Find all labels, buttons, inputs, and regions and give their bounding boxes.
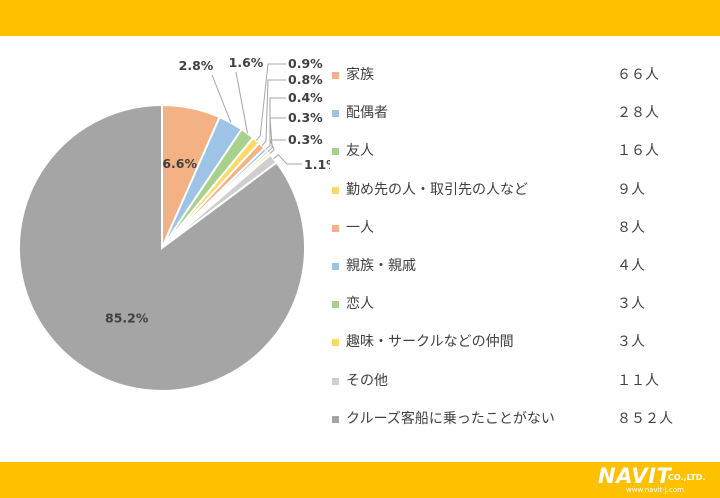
legend-swatch [332,186,339,194]
legend-label: 趣味・サークルなどの仲間 [346,334,514,351]
legend-swatch [332,301,339,309]
top-banner [0,0,720,36]
legend-count: １６人 [617,143,659,160]
legend-label: 一人 [346,219,374,236]
leader-line [267,117,286,153]
legend-swatch [332,415,339,423]
legend-count: １１人 [617,372,659,389]
legend: 家族 ６６人配偶者 ２８人友人 １６人勤め先の人・取引先の人など ９人一人 ８人親族・親戚… [326,62,706,444]
legend-label: その他 [346,372,388,389]
logo-name: NAVIT [598,464,672,488]
legend-count: ２８人 [617,105,659,122]
leader-line [269,139,286,155]
legend-item: 友人 １６人 [326,138,706,176]
data-label: 0.3% [288,110,323,125]
pie-chart: 6.6% 85.2% 2.8% 1.6% 0.9%0.8% 0.4% 0.3% 0.3% 1.1… [18,55,330,392]
data-label: 1.1% [304,157,330,172]
bottom-banner [0,462,720,498]
legend-count: ９人 [617,181,645,198]
legend-swatch [332,110,339,118]
legend-label: 配偶者 [346,105,388,122]
legend-swatch [332,339,339,347]
legend-label: クルーズ客船に乗ったことがない [346,410,555,427]
leader-line [273,154,302,165]
legend-swatch [332,262,339,270]
legend-label: 友人 [346,143,374,160]
legend-item: 趣味・サークルなどの仲間 ３人 [326,329,706,367]
data-label: 0.3% [288,132,323,147]
data-label: 1.6% [229,55,264,70]
legend-swatch [332,148,339,156]
leader-line [235,71,248,134]
legend-item: 配偶者 ２８人 [326,100,706,138]
data-label: 2.8% [179,58,214,73]
legend-item: クルーズ客船に乗ったことがない ８５２人 [326,406,706,444]
leader-line [255,63,286,141]
legend-item: その他 １１人 [326,368,706,406]
data-label: 85.2% [105,310,149,325]
data-label: 0.8% [288,72,323,87]
data-label: 6.6% [162,156,197,171]
leader-line [211,74,232,123]
legend-count: ３人 [617,334,645,351]
legend-item: 家族 ６６人 [326,62,706,100]
data-label: 0.4% [288,90,323,105]
legend-item: 勤め先の人・取引先の人など ９人 [326,177,706,215]
leader-line [261,79,286,146]
legend-label: 勤め先の人・取引先の人など [346,181,528,198]
leader-line [265,97,286,150]
legend-label: 親族・親戚 [346,257,416,274]
legend-item: 恋人 ３人 [326,291,706,329]
logo-url: www.navit-j.com [626,486,684,494]
pie-slice [18,103,306,392]
legend-count: ４人 [617,257,645,274]
legend-count: ８５２人 [617,410,673,427]
legend-item: 親族・親戚 ４人 [326,253,706,291]
logo-suffix: CO.,LTD. [668,473,706,482]
legend-count: ３人 [617,296,645,313]
legend-swatch [332,377,339,385]
legend-count: ８人 [617,219,645,236]
legend-swatch [332,224,339,232]
data-label: 0.9% [288,56,323,71]
legend-count: ６６人 [617,67,659,83]
navit-logo: NAVIT CO.,LTD. www.navit-j.com [598,465,714,495]
legend-swatch [332,72,339,79]
legend-item: 一人 ８人 [326,215,706,253]
legend-label: 恋人 [346,296,374,313]
legend-label: 家族 [346,67,374,83]
